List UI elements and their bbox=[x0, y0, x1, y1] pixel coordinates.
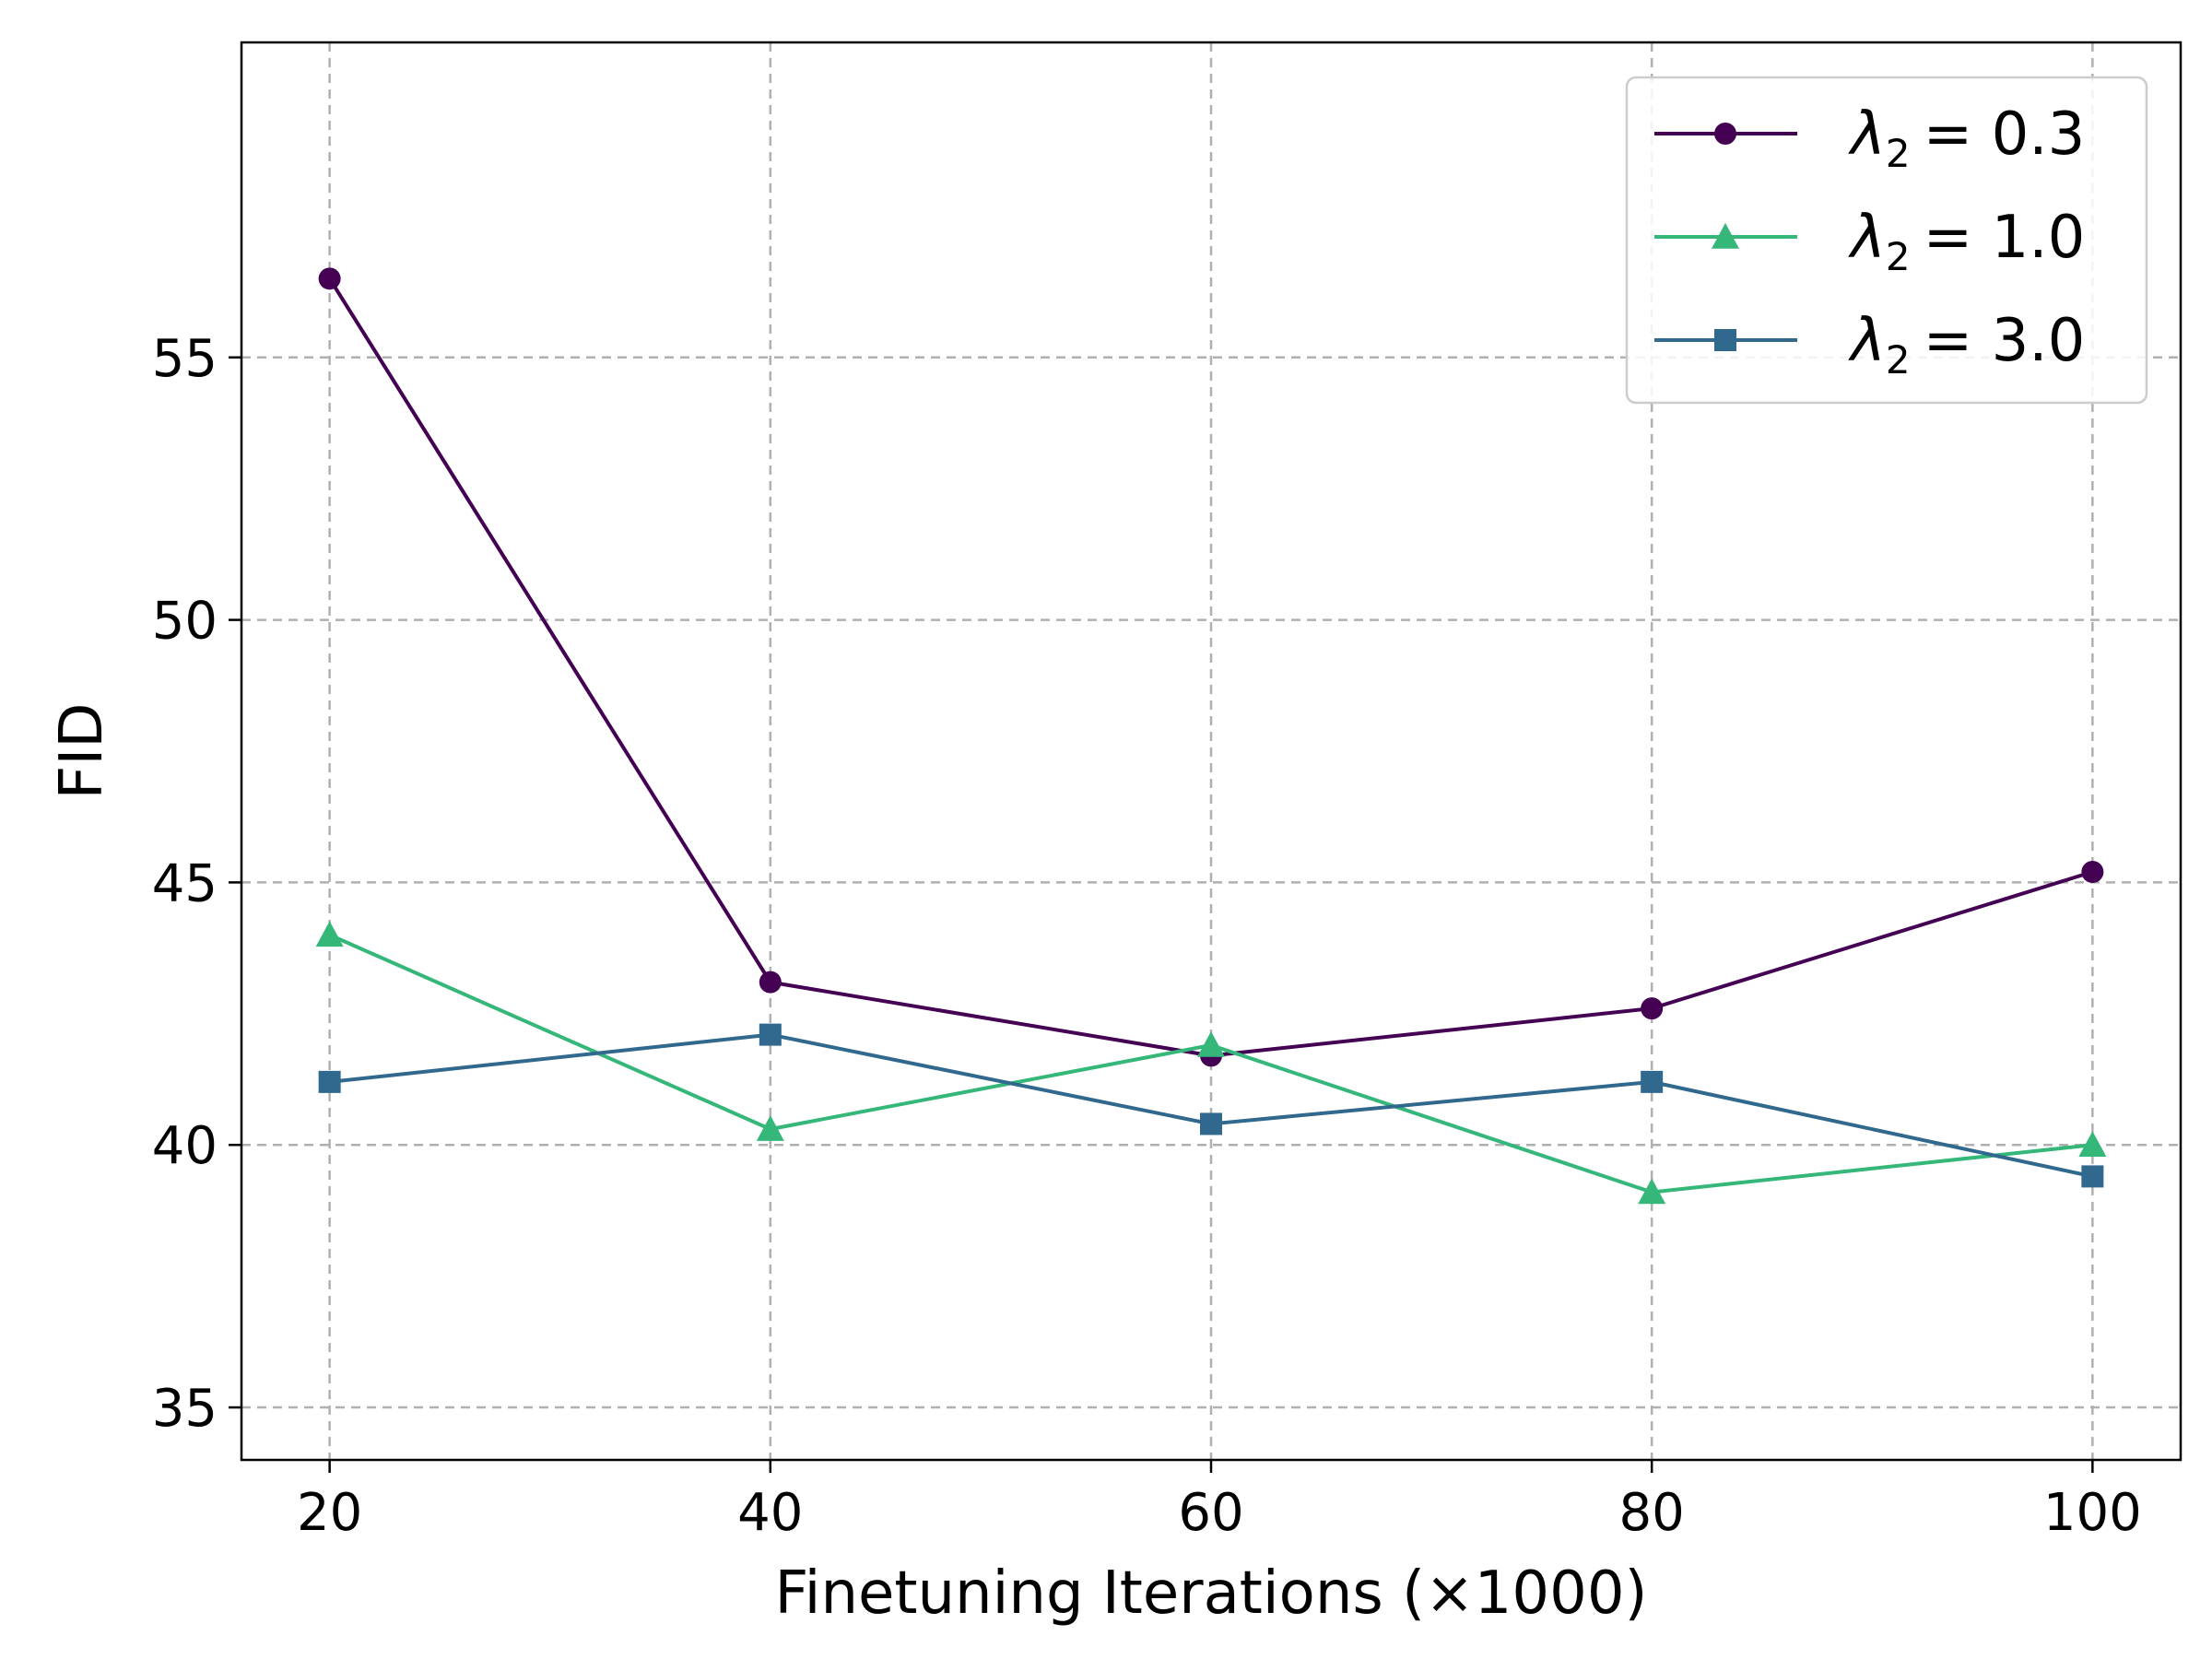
x-tick-label: 100 bbox=[2043, 1483, 2142, 1543]
legend-marker bbox=[1714, 329, 1736, 351]
legend-marker bbox=[1714, 123, 1736, 145]
y-tick-label: 50 bbox=[152, 592, 218, 652]
x-tick-label: 60 bbox=[1178, 1483, 1243, 1543]
data-point bbox=[315, 921, 344, 947]
tick-layer: 20 40 60 80 100 35 40 45 50 55 bbox=[152, 329, 2142, 1543]
y-axis-title: FID bbox=[48, 703, 116, 800]
x-tick-label: 40 bbox=[737, 1483, 803, 1543]
data-point bbox=[1197, 1030, 1225, 1057]
y-tick-label: 55 bbox=[152, 329, 218, 389]
series-layer bbox=[315, 267, 2107, 1205]
data-point bbox=[759, 971, 782, 994]
y-tick-label: 45 bbox=[152, 853, 218, 913]
data-point bbox=[318, 267, 341, 290]
data-point bbox=[1200, 1112, 1222, 1135]
series-2 bbox=[315, 921, 2107, 1205]
legend-marker bbox=[1712, 223, 1739, 249]
data-point bbox=[2078, 1131, 2107, 1157]
data-point bbox=[318, 1070, 341, 1093]
data-point bbox=[759, 1023, 782, 1046]
legend-frame bbox=[1625, 76, 2148, 405]
x-tick-label: 20 bbox=[297, 1483, 362, 1543]
data-point bbox=[2081, 1165, 2104, 1188]
y-tick-label: 35 bbox=[152, 1379, 218, 1439]
data-point bbox=[756, 1115, 784, 1141]
legend-item-1: λ2 = 0.3 bbox=[1654, 100, 2085, 176]
legend-label: λ2 = 0.3 bbox=[1848, 100, 2085, 176]
x-axis-title: Finetuning Iterations (×1000) bbox=[775, 1559, 1648, 1628]
series-3 bbox=[318, 1023, 2104, 1188]
data-point bbox=[1641, 997, 1664, 1020]
legend: λ2 = 0.3 λ2 = 1.0 λ2 = 3.0 bbox=[1625, 76, 2148, 405]
data-point bbox=[1638, 1178, 1666, 1205]
x-tick-label: 80 bbox=[1619, 1483, 1685, 1543]
legend-label: λ2 = 1.0 bbox=[1848, 204, 2085, 279]
legend-label: λ2 = 3.0 bbox=[1848, 307, 2085, 382]
y-tick-label: 40 bbox=[152, 1116, 218, 1176]
legend-item-2: λ2 = 1.0 bbox=[1654, 204, 2085, 279]
data-point bbox=[2081, 861, 2104, 884]
data-point bbox=[1641, 1070, 1664, 1093]
legend-item-3: λ2 = 3.0 bbox=[1654, 307, 2085, 382]
